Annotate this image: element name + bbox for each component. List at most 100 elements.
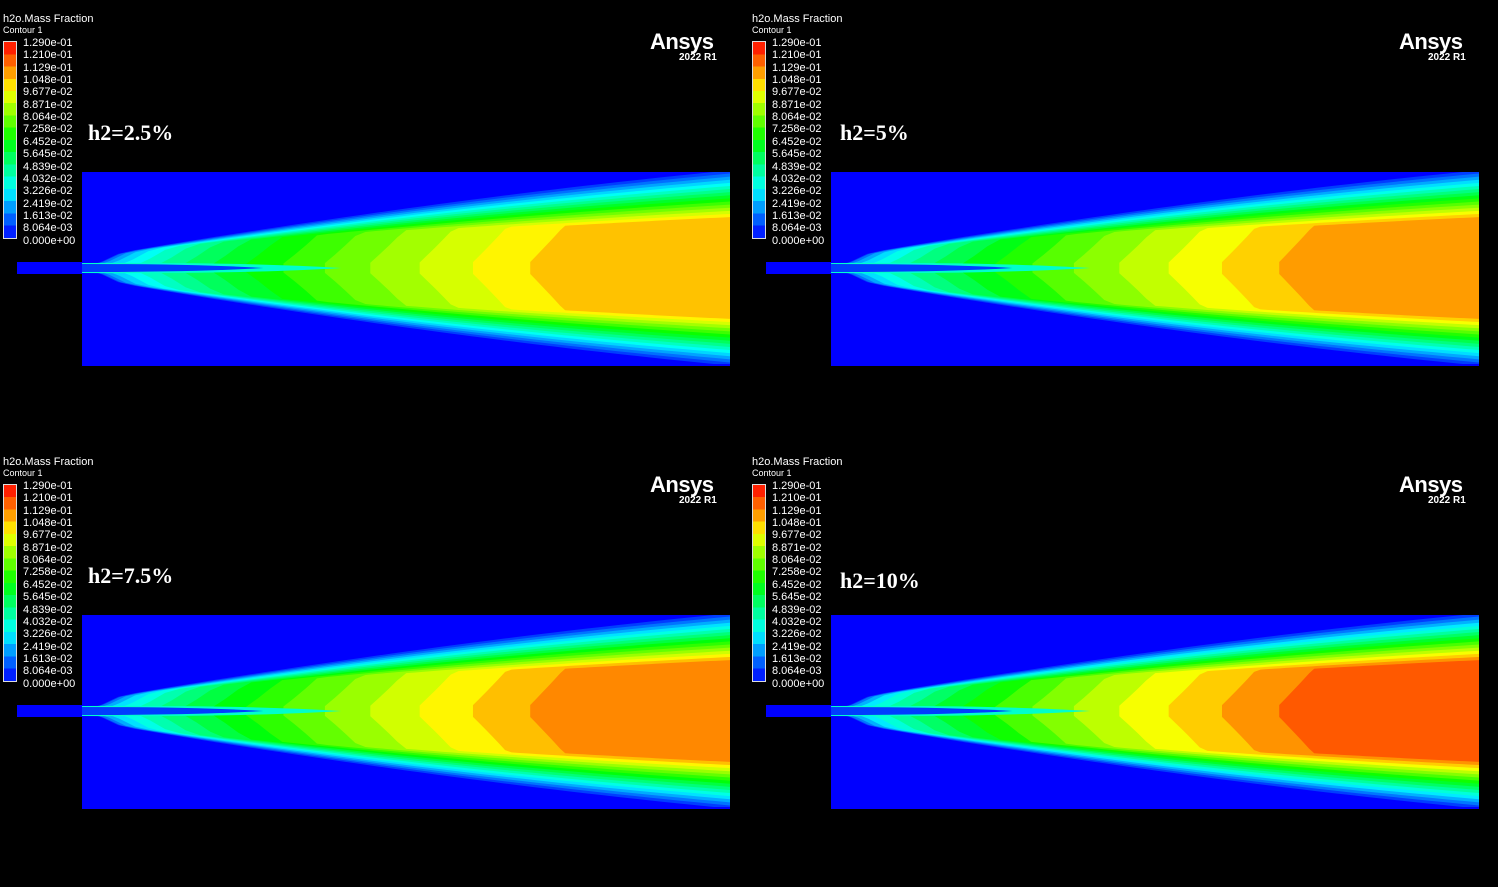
colorbar-tick-label: 6.452e-02 [23, 135, 73, 148]
legend-subtitle: Contour 1 [3, 25, 43, 35]
colorbar-tick-label: 4.032e-02 [772, 172, 822, 185]
colorbar-tick-label: 2.419e-02 [23, 640, 73, 653]
colorbar-tick-label: 8.064e-02 [23, 554, 73, 567]
fuel-inlet-pipe [766, 705, 833, 717]
case-label: h2=7.5% [88, 563, 174, 588]
colorbar-tick-label: 1.210e-01 [772, 49, 822, 62]
colorbar-tick-label: 1.290e-01 [23, 480, 73, 492]
colorbar-tick-label: 1.613e-02 [23, 209, 73, 222]
colorbar-tick-label: 3.226e-02 [772, 185, 822, 198]
ansys-logo: Ansys [1399, 472, 1463, 497]
contour-panel-3: h2o.Mass Fraction Contour 1 1.290e-01 1.210… [0, 443, 749, 886]
case-label: h2=10% [840, 568, 920, 593]
colorbar-tick-label: 1.048e-01 [23, 74, 73, 87]
colorbar-tick-label: 3.226e-02 [23, 628, 73, 641]
legend-title: h2o.Mass Fraction [3, 456, 94, 468]
colorbar-tick-label: 1.048e-01 [23, 517, 73, 530]
version-label: 2022 R1 [1428, 52, 1466, 63]
legend-title: h2o.Mass Fraction [752, 456, 843, 468]
fuel-jet-core-inner [82, 707, 264, 715]
colorbar-tick-label: 8.871e-02 [772, 98, 822, 111]
colorbar-ticks: 1.290e-01 1.210e-01 1.129e-01 1.048e-01 9.67… [772, 37, 842, 249]
colorbar-tick-label: 4.839e-02 [23, 160, 73, 173]
fuel-inlet-pipe [766, 262, 833, 274]
version-label: 2022 R1 [1428, 495, 1466, 506]
contour-panel-4: h2o.Mass Fraction Contour 1 1.290e-01 1.210… [749, 443, 1498, 886]
colorbar-tick-label: 2.419e-02 [772, 197, 822, 210]
colorbar-tick-label: 4.032e-02 [23, 172, 73, 185]
colorbar-tick-label: 7.258e-02 [772, 123, 822, 136]
colorbar-tick-label: 4.839e-02 [772, 160, 822, 173]
colorbar-tick-label: 7.258e-02 [23, 123, 73, 136]
colorbar-tick-label: 1.210e-01 [23, 492, 73, 505]
fuel-inlet-pipe [17, 705, 84, 717]
contour-panel-1: h2o.Mass Fraction Contour 1 1.290e-01 1.210… [0, 0, 749, 443]
colorbar-tick-label: 9.677e-02 [772, 529, 822, 542]
colorbar-tick-label: 0.000e+00 [23, 677, 76, 690]
colorbar-tick-label: 8.871e-02 [772, 541, 822, 554]
legend-subtitle: Contour 1 [752, 25, 792, 35]
colorbar-tick-label: 8.064e-03 [772, 665, 822, 678]
colorbar-tick-label: 0.000e+00 [772, 677, 825, 690]
legend-title: h2o.Mass Fraction [752, 13, 843, 25]
colorbar-ticks: 1.290e-01 1.210e-01 1.129e-01 1.048e-01 9.67… [23, 37, 93, 249]
colorbar-tick-label: 5.645e-02 [772, 591, 822, 604]
colorbar-tick-label: 1.290e-01 [23, 37, 73, 49]
colorbar-tick-label: 1.210e-01 [772, 492, 822, 505]
colorbar-tick-label: 6.452e-02 [23, 578, 73, 591]
contour-field [17, 615, 731, 809]
contour-band [530, 660, 730, 762]
colorbar-tick-label: 8.064e-02 [772, 554, 822, 567]
colorbar-tick-label: 1.290e-01 [772, 480, 822, 492]
legend-title: h2o.Mass Fraction [3, 13, 94, 25]
colorbar-tick-label: 8.064e-02 [23, 111, 73, 124]
colorbar-tick-label: 2.419e-02 [772, 640, 822, 653]
colorbar-tick-label: 3.226e-02 [772, 628, 822, 641]
colorbar-tick-label: 1.613e-02 [772, 209, 822, 222]
colorbar-tick-label: 0.000e+00 [772, 234, 825, 247]
colorbar-tick-label: 8.871e-02 [23, 98, 73, 111]
legend-subtitle: Contour 1 [3, 468, 43, 478]
contour-band [530, 217, 730, 319]
colorbar-tick-label: 6.452e-02 [772, 135, 822, 148]
fuel-jet-core-inner [831, 707, 1013, 715]
case-label: h2=2.5% [88, 120, 174, 145]
contour-band [1279, 660, 1479, 762]
ansys-logo: Ansys [650, 472, 714, 497]
colorbar-tick-label: 9.677e-02 [23, 86, 73, 99]
contour-field [17, 172, 731, 366]
colorbar-tick-label: 1.048e-01 [772, 517, 822, 530]
case-label: h2=5% [840, 120, 909, 145]
colorbar-ticks: 1.290e-01 1.210e-01 1.129e-01 1.048e-01 9.67… [772, 480, 842, 692]
legend-subtitle: Contour 1 [752, 468, 792, 478]
colorbar-tick-label: 8.064e-03 [772, 222, 822, 235]
fuel-inlet-pipe [17, 262, 84, 274]
colorbar [3, 41, 17, 239]
colorbar [3, 484, 17, 682]
colorbar-tick-label: 1.129e-01 [772, 61, 822, 74]
colorbar-tick-label: 7.258e-02 [772, 566, 822, 579]
colorbar-tick-label: 1.613e-02 [23, 652, 73, 665]
colorbar-tick-label: 6.452e-02 [772, 578, 822, 591]
colorbar-tick-label: 1.290e-01 [772, 37, 822, 49]
colorbar-tick-label: 2.419e-02 [23, 197, 73, 210]
version-label: 2022 R1 [679, 52, 717, 63]
colorbar-tick-label: 4.032e-02 [23, 615, 73, 628]
colorbar-tick-label: 8.871e-02 [23, 541, 73, 554]
colorbar-tick-label: 1.129e-01 [23, 504, 73, 517]
fuel-jet-core-inner [831, 264, 1013, 272]
colorbar-tick-label: 1.048e-01 [772, 74, 822, 87]
colorbar-tick-label: 5.645e-02 [23, 591, 73, 604]
colorbar-tick-label: 4.839e-02 [772, 603, 822, 616]
colorbar-tick-label: 3.226e-02 [23, 185, 73, 198]
colorbar-tick-label: 9.677e-02 [772, 86, 822, 99]
colorbar-tick-label: 8.064e-02 [772, 111, 822, 124]
colorbar-tick-label: 5.645e-02 [772, 148, 822, 161]
colorbar [752, 41, 766, 239]
colorbar-tick-label: 4.839e-02 [23, 603, 73, 616]
colorbar-tick-label: 9.677e-02 [23, 529, 73, 542]
colorbar-tick-label: 1.129e-01 [23, 61, 73, 74]
contour-band [1279, 217, 1479, 319]
ansys-logo: Ansys [1399, 29, 1463, 54]
contour-field [766, 172, 1479, 366]
